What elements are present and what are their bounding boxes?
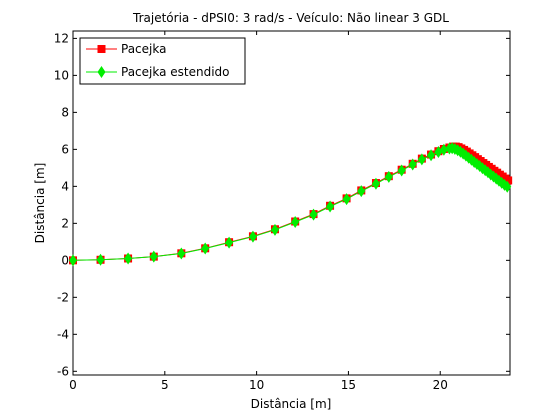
chart-title: Trajetória - dPSI0: 3 rad/s - Veículo: N… [132, 11, 449, 25]
y-tick-label: -6 [57, 364, 69, 378]
legend-entry-pacejka-estendido: Pacejka estendido [86, 65, 230, 79]
legend: Pacejka Pacejka estendido [79, 37, 246, 85]
data-point-diamond [96, 253, 105, 266]
data-point-diamond [149, 250, 158, 263]
data-point-diamond [408, 158, 417, 171]
y-tick-label: 4 [61, 179, 69, 193]
data-point-diamond [357, 185, 366, 198]
y-tick-label: 10 [54, 68, 69, 82]
data-point-diamond [225, 236, 234, 249]
data-point-diamond [384, 170, 393, 183]
data-point-diamond [270, 223, 279, 236]
data-point-diamond [248, 230, 257, 243]
data-point-diamond [309, 208, 318, 221]
data-point-diamond [439, 143, 448, 156]
data-point-diamond [124, 252, 133, 265]
legend-box [79, 37, 246, 85]
axis-ticks: 0 5 10 15 20 -6 -4 -2 0 2 4 6 8 10 12 [54, 31, 510, 392]
x-tick-label: 20 [433, 378, 448, 392]
y-tick-label: 8 [61, 105, 69, 119]
data-point-diamond [434, 145, 443, 158]
x-tick-label: 15 [341, 378, 356, 392]
data-point-diamond [326, 200, 335, 213]
data-point-diamond [397, 164, 406, 177]
x-axis-label: Distância [m] [251, 397, 332, 411]
y-tick-label: -4 [57, 327, 69, 341]
data-point-diamond [201, 242, 210, 255]
data-point-diamond [291, 216, 300, 229]
y-tick-label: 2 [61, 216, 69, 230]
legend-entry-pacejka: Pacejka [86, 42, 166, 56]
series-pacejka-estendido [69, 142, 512, 267]
data-point-diamond [503, 180, 512, 193]
y-tick-label: -2 [57, 290, 69, 304]
x-tick-label: 0 [69, 378, 77, 392]
data-point-diamond [69, 254, 77, 267]
x-tick-label: 5 [161, 378, 169, 392]
y-tick-label: 0 [61, 253, 69, 267]
legend-label-pacejka: Pacejka [121, 42, 166, 56]
data-point-diamond [342, 193, 351, 206]
data-point-diamond [427, 149, 436, 162]
data-point-diamond [417, 153, 426, 166]
x-tick-label: 10 [249, 378, 264, 392]
data-point-square [504, 176, 513, 185]
legend-marker-square [97, 45, 106, 53]
y-axis-label: Distância [m] [33, 163, 47, 244]
legend-label-pacejka-estendido: Pacejka estendido [121, 65, 230, 79]
plot-frame [72, 30, 511, 376]
y-tick-label: 6 [61, 142, 69, 156]
legend-marker-diamond [97, 66, 106, 78]
data-point-diamond [371, 177, 380, 190]
y-tick-label: 12 [54, 31, 69, 45]
series-layer [69, 142, 513, 267]
data-point-diamond [177, 247, 186, 260]
